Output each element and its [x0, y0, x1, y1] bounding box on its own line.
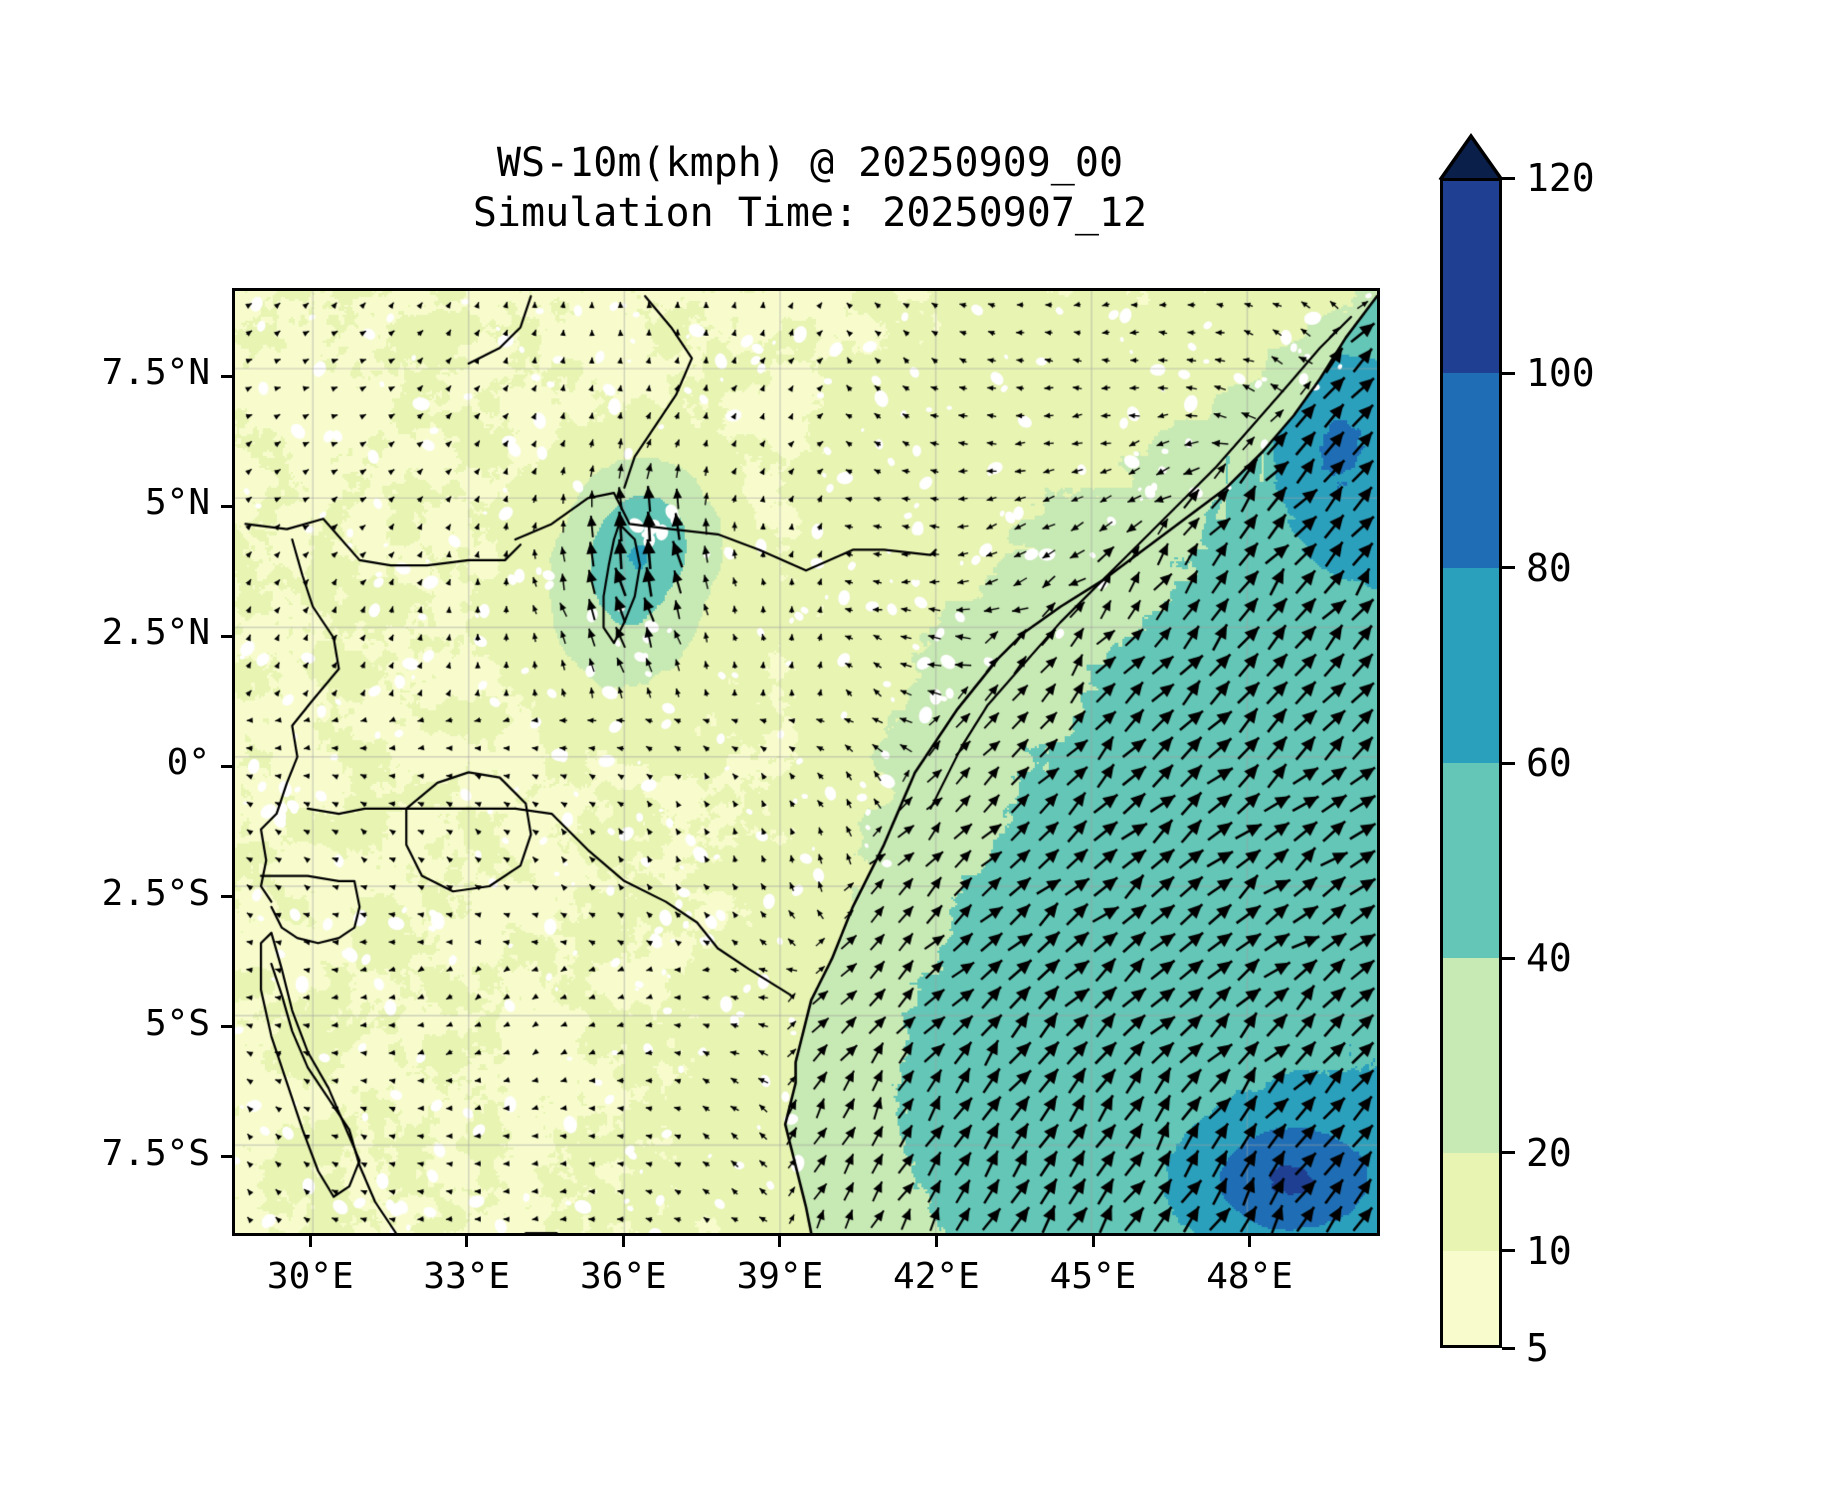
x-axis-tick-label: 30°E	[266, 1256, 354, 1297]
x-axis-tick-mark	[621, 1236, 625, 1247]
x-axis-tick-label: 42°E	[893, 1256, 980, 1297]
colorbar-extend-arrow-icon	[1440, 134, 1502, 178]
y-axis-tick-mark	[221, 764, 232, 768]
y-axis-tick-label: 7.5°N	[101, 352, 210, 394]
colorbar-tick-mark	[1502, 1249, 1515, 1253]
x-axis-tick-label: 45°E	[1049, 1256, 1137, 1297]
colorbar-tick-label: 120	[1526, 156, 1595, 200]
colorbar-segment	[1440, 958, 1502, 1153]
x-axis-tick-mark	[778, 1236, 782, 1247]
y-axis-tick-label: 5°N	[144, 482, 210, 524]
title-line-2: Simulation Time: 20250907_12	[472, 190, 1148, 236]
y-axis-tick-label: 0°	[166, 742, 210, 784]
x-axis-tick-mark	[934, 1236, 938, 1247]
y-axis-tick-mark	[221, 374, 232, 378]
colorbar-tick-label: 100	[1526, 351, 1595, 396]
colorbar-segment	[1440, 1250, 1502, 1348]
colorbar-tick-label: 5	[1526, 1326, 1549, 1370]
y-axis-tick-mark	[221, 634, 232, 638]
colorbar-segment	[1440, 763, 1502, 959]
x-axis-tick-mark	[1248, 1236, 1252, 1247]
colorbar-segment	[1440, 567, 1502, 763]
colorbar-tick-label: 40	[1526, 936, 1572, 981]
y-axis-tick-label: 2.5°S	[101, 872, 210, 914]
y-axis-tick-mark	[221, 1025, 232, 1029]
y-axis-tick-mark	[221, 1155, 232, 1159]
colorbar-segment	[1440, 373, 1502, 568]
y-axis-tick-label: 5°S	[144, 1002, 210, 1044]
colorbar-tick-mark	[1502, 566, 1515, 570]
y-axis-tick-label: 7.5°S	[101, 1132, 210, 1174]
y-axis-tick-mark	[221, 895, 232, 899]
x-axis-tick-mark	[308, 1236, 312, 1247]
x-axis-tick-label: 33°E	[423, 1256, 511, 1297]
colorbar-tick-label: 80	[1526, 545, 1572, 590]
colorbar-tick-label: 60	[1526, 741, 1572, 785]
colorbar-tick-mark	[1502, 1346, 1515, 1350]
y-axis-tick-label: 2.5°N	[101, 612, 210, 654]
title-line-1: WS-10m(kmph) @ 20250909_00	[496, 140, 1124, 186]
colorbar-tick-label: 20	[1526, 1130, 1572, 1175]
y-axis-tick-mark	[221, 504, 232, 508]
x-axis-tick-label: 48°E	[1206, 1256, 1293, 1297]
map-plot-area[interactable]	[232, 288, 1380, 1236]
colorbar-tick-mark	[1502, 176, 1515, 180]
chart-title: WS-10m(kmph) @ 20250909_00 Simulation Ti…	[230, 138, 1390, 238]
colorbar-gradient	[1440, 178, 1502, 1348]
wind-speed-contour-canvas	[235, 291, 1377, 1233]
x-axis-tick-label: 36°E	[579, 1256, 667, 1297]
colorbar[interactable]: 120 100 80 60 40 20 10 5	[1438, 132, 1595, 1370]
colorbar-segment	[1440, 1152, 1502, 1251]
colorbar-tick-mark	[1502, 956, 1515, 960]
colorbar-tick-mark	[1502, 761, 1515, 765]
colorbar-tick-mark	[1502, 1151, 1515, 1155]
x-axis-tick-mark	[465, 1236, 469, 1247]
colorbar-tick-label: 10	[1526, 1228, 1572, 1273]
colorbar-tick-mark	[1502, 371, 1515, 375]
colorbar-segment	[1440, 178, 1502, 374]
x-axis-tick-mark	[1091, 1236, 1095, 1247]
x-axis-tick-label: 39°E	[736, 1256, 824, 1297]
